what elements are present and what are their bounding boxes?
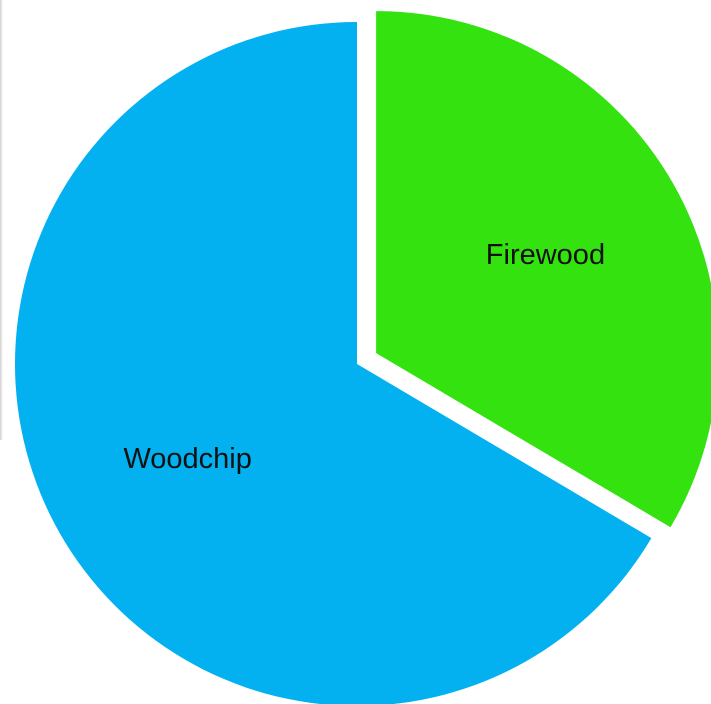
slice-label-firewood: Firewood	[486, 239, 605, 271]
pie-slice-woodchip	[15, 22, 652, 704]
pie-labels: Firewood Woodchip	[123, 239, 605, 475]
slice-label-woodchip: Woodchip	[123, 443, 251, 475]
pie-slices	[15, 11, 711, 704]
pie-slice-firewood	[376, 11, 711, 528]
left-edge-shadow	[0, 0, 3, 440]
